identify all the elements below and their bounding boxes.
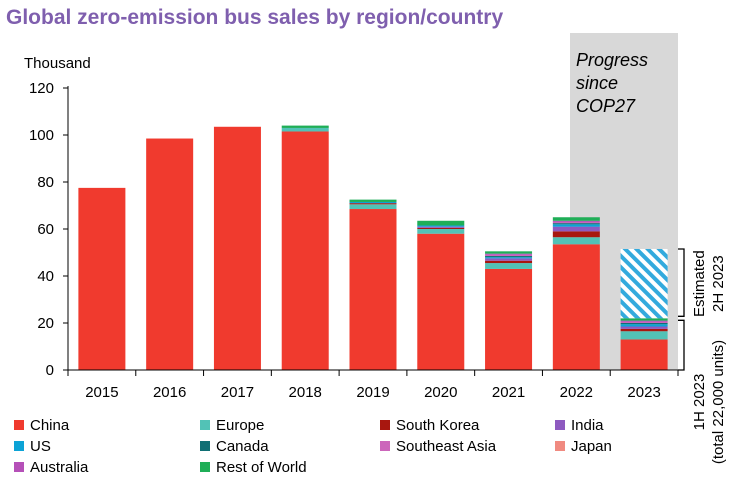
x-tick-label: 2021 — [492, 384, 525, 401]
bar-segment — [349, 203, 397, 205]
half-year-brackets — [678, 248, 685, 371]
bar-segment — [620, 339, 668, 370]
y-tick-label: 20 — [37, 315, 54, 332]
legend-label: Japan — [571, 438, 612, 455]
bar-segment — [620, 320, 668, 322]
estimated-2h-label-line2: 2H 2023 — [710, 255, 727, 312]
x-tick-label: 2017 — [221, 384, 254, 401]
bar-segment — [620, 323, 668, 325]
legend-swatch — [14, 420, 24, 430]
bar-segment — [417, 225, 465, 227]
y-tick-label: 40 — [37, 268, 54, 285]
bar-segment — [417, 227, 465, 229]
bar-segment — [620, 318, 668, 321]
bar-segment — [78, 187, 126, 370]
legend-label: Southeast Asia — [396, 438, 497, 455]
bar-segment — [620, 326, 668, 329]
first-half-label: 1H 2023 — [691, 374, 708, 431]
bar-segment-estimated — [620, 248, 668, 319]
progress-note-line2: since — [576, 73, 618, 93]
bar-segment — [620, 321, 668, 323]
bar-segment — [417, 229, 465, 234]
x-tick-label: 2022 — [560, 384, 593, 401]
bar-segment — [485, 257, 533, 259]
bar-segment — [552, 226, 600, 232]
bar-segment — [485, 263, 533, 269]
estimated-2h-label-line1: Estimated — [691, 250, 708, 317]
legend-label: US — [30, 438, 51, 455]
y-tick-label: 60 — [37, 221, 54, 238]
legend: China Europe South Korea India US Canada South… — [14, 417, 612, 476]
progress-note: Progress since COP27 — [576, 50, 653, 116]
bar-segment — [349, 204, 397, 210]
x-tick-label: 2023 — [627, 384, 660, 401]
legend-swatch — [200, 441, 210, 451]
bar-segment — [552, 237, 600, 245]
x-tick-label: 2015 — [85, 384, 118, 401]
bar-segment — [485, 253, 533, 255]
bar-segment — [485, 258, 533, 261]
x-axis: 2015 2016 2017 2018 2019 2020 2021 2022 2023 — [67, 369, 679, 401]
bar-segment — [146, 138, 194, 370]
legend-label: Canada — [216, 438, 269, 455]
y-tick-label: 120 — [29, 80, 54, 97]
first-half-total-label: (total 22,000 units) — [710, 340, 727, 464]
bar-segment — [485, 268, 533, 370]
bar-segment — [281, 125, 329, 128]
bar-segment — [485, 251, 533, 254]
bar-segment — [281, 131, 329, 370]
legend-swatch — [200, 462, 210, 472]
legend-label: China — [30, 417, 70, 434]
bars-group — [78, 125, 668, 371]
bracket-1h — [678, 319, 685, 371]
legend-swatch — [14, 462, 24, 472]
y-axis: 0 20 40 60 80 100 120 — [29, 80, 69, 379]
bar-segment — [552, 244, 600, 370]
x-tick-label: 2018 — [289, 384, 322, 401]
bar-segment — [620, 328, 668, 332]
x-tick-label: 2020 — [424, 384, 457, 401]
bar-segment — [485, 256, 533, 258]
legend-label: Rest of World — [216, 459, 307, 476]
bar-segment — [552, 231, 600, 238]
bar-segment — [552, 221, 600, 224]
legend-swatch — [380, 441, 390, 451]
bar-segment — [349, 209, 397, 370]
bar-segment — [485, 260, 533, 264]
legend-label: South Korea — [396, 417, 480, 434]
bar-segment — [552, 217, 600, 221]
bar-segment — [552, 220, 600, 222]
progress-note-line3: COP27 — [576, 96, 636, 116]
bar-segment — [620, 324, 668, 327]
bar-segment — [552, 224, 600, 227]
legend-label: India — [571, 417, 604, 434]
y-tick-label: 100 — [29, 127, 54, 144]
bar-segment — [281, 127, 329, 132]
y-tick-label: 80 — [37, 174, 54, 191]
bar-segment — [417, 233, 465, 370]
legend-swatch — [200, 420, 210, 430]
legend-swatch — [555, 420, 565, 430]
legend-label: Europe — [216, 417, 264, 434]
bracket-estimated-2h — [678, 248, 685, 317]
bar-segment — [417, 220, 465, 226]
legend-label: Australia — [30, 459, 89, 476]
x-tick-label: 2016 — [153, 384, 186, 401]
bar-segment — [349, 201, 397, 204]
legend-swatch — [14, 441, 24, 451]
bar-segment — [620, 331, 668, 340]
x-tick-label: 2019 — [356, 384, 389, 401]
progress-note-line1: Progress — [576, 50, 648, 70]
y-axis-label: Thousand — [24, 55, 91, 72]
bar-segment — [349, 199, 397, 202]
legend-swatch — [555, 441, 565, 451]
y-tick-label: 0 — [46, 362, 54, 379]
bar-segment — [485, 254, 533, 257]
bar-segment — [417, 226, 465, 228]
bar-segment — [552, 223, 600, 225]
legend-swatch — [380, 420, 390, 430]
bar-segment — [213, 126, 261, 371]
chart-title: Global zero-emission bus sales by region… — [6, 6, 503, 29]
